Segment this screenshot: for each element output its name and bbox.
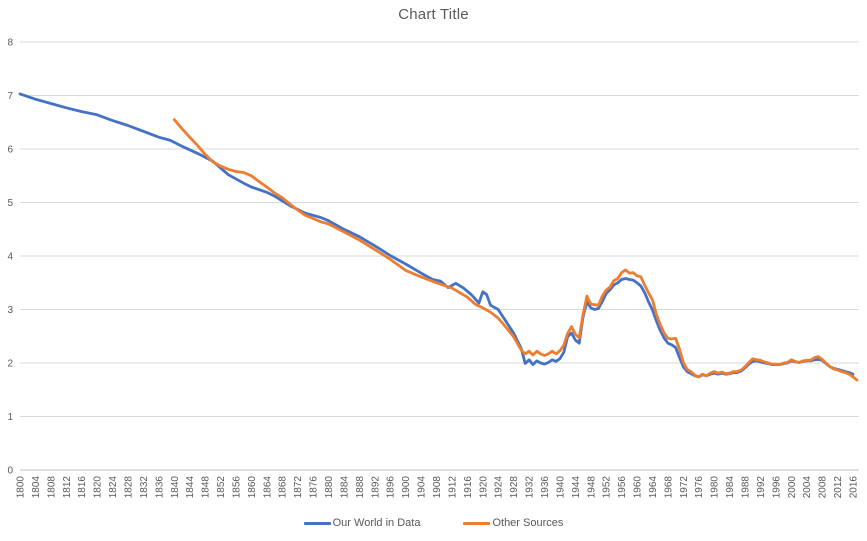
x-tick-label: 1840 [170, 476, 181, 499]
x-tick-label: 1828 [124, 476, 135, 499]
x-tick-label: 1908 [432, 476, 443, 499]
x-tick-label: 1880 [324, 476, 335, 499]
series-lines-group [18, 92, 859, 382]
x-tick-label: 1916 [463, 476, 474, 499]
legend-label-our-world-in-data: Our World in Data [332, 517, 421, 529]
x-tick-label: 1900 [401, 476, 412, 499]
y-axis-labels-group: 0 1 2 3 4 5 6 7 8 [7, 38, 13, 477]
x-tick-label: 1856 [232, 476, 243, 499]
y-tick-label: 2 [7, 359, 13, 370]
x-tick-label: 1932 [525, 476, 536, 499]
y-tick-label: 5 [7, 198, 13, 209]
x-tick-label: 1968 [663, 476, 674, 499]
x-tick-label: 1824 [108, 476, 119, 499]
legend-line-swatch-orange [463, 521, 491, 525]
x-tick-label: 1848 [201, 476, 212, 499]
x-tick-label: 1800 [16, 476, 27, 499]
x-tick-label: 1892 [370, 476, 381, 499]
x-tick-label: 1920 [478, 476, 489, 499]
x-tick-label: 1812 [62, 476, 73, 499]
y-tick-label: 7 [7, 91, 13, 102]
x-tick-label: 1884 [339, 476, 350, 499]
x-tick-label: 1964 [648, 476, 659, 499]
y-tick-label: 0 [7, 466, 13, 477]
x-tick-label: 2016 [849, 476, 860, 499]
x-tick-label: 1904 [417, 476, 428, 499]
x-tick-label: 1816 [77, 476, 88, 499]
y-tick-label: 6 [7, 145, 13, 156]
x-tick-label: 1988 [741, 476, 752, 499]
x-tick-label: 1836 [154, 476, 165, 499]
legend-line-swatch-blue [303, 521, 331, 525]
legend-item-other-sources[interactable]: Other Sources [463, 517, 563, 529]
x-tick-label: 1804 [31, 476, 42, 499]
x-tick-label: 2000 [787, 476, 798, 499]
x-axis-labels-group: 1800 1804 1808 1812 1816 1820 1824 1828 1832 1836… [16, 476, 860, 499]
x-tick-label: 1844 [185, 476, 196, 499]
y-tick-label: 1 [7, 412, 13, 423]
x-tick-label: 1860 [247, 476, 258, 499]
x-tick-label: 1976 [694, 476, 705, 499]
x-tick-label: 1872 [293, 476, 304, 499]
x-tick-label: 1912 [447, 476, 458, 499]
x-tick-label: 2004 [802, 476, 813, 499]
x-tick-label: 1952 [602, 476, 613, 499]
x-tick-label: 1992 [756, 476, 767, 499]
legend: Our World in Data Other Sources [0, 517, 867, 529]
x-tick-label: 1888 [355, 476, 366, 499]
x-tick-label: 1984 [725, 476, 736, 499]
legend-label-other-sources: Other Sources [492, 517, 564, 529]
x-tick-label: 1960 [633, 476, 644, 499]
x-tick-label: 1924 [494, 476, 505, 499]
x-tick-label: 1808 [46, 476, 57, 499]
x-tick-label: 1936 [540, 476, 551, 499]
x-tick-label: 2008 [818, 476, 829, 499]
x-tick-label: 2012 [833, 476, 844, 499]
y-tick-label: 3 [7, 305, 13, 316]
legend-item-our-world-in-data[interactable]: Our World in Data [303, 517, 421, 529]
gridlines-group [20, 41, 859, 471]
x-tick-label: 1852 [216, 476, 227, 499]
x-tick-label: 1996 [771, 476, 782, 499]
chart-title: Chart Title [398, 6, 469, 23]
x-tick-label: 1864 [262, 476, 273, 499]
x-tick-label: 1832 [139, 476, 150, 499]
x-tick-label: 1940 [555, 476, 566, 499]
x-tick-label: 1868 [278, 476, 289, 499]
x-tick-label: 1896 [386, 476, 397, 499]
x-tick-label: 1956 [617, 476, 628, 499]
series-line [18, 92, 855, 379]
x-tick-label: 1972 [679, 476, 690, 499]
x-tick-label: 1928 [509, 476, 520, 499]
y-tick-label: 8 [7, 38, 13, 49]
series-line [172, 118, 859, 382]
x-tick-label: 1876 [309, 476, 320, 499]
x-tick-label: 1948 [586, 476, 597, 499]
x-tick-label: 1980 [710, 476, 721, 499]
y-tick-label: 4 [7, 252, 13, 263]
x-tick-label: 1820 [93, 476, 104, 499]
x-tick-label: 1944 [571, 476, 582, 499]
